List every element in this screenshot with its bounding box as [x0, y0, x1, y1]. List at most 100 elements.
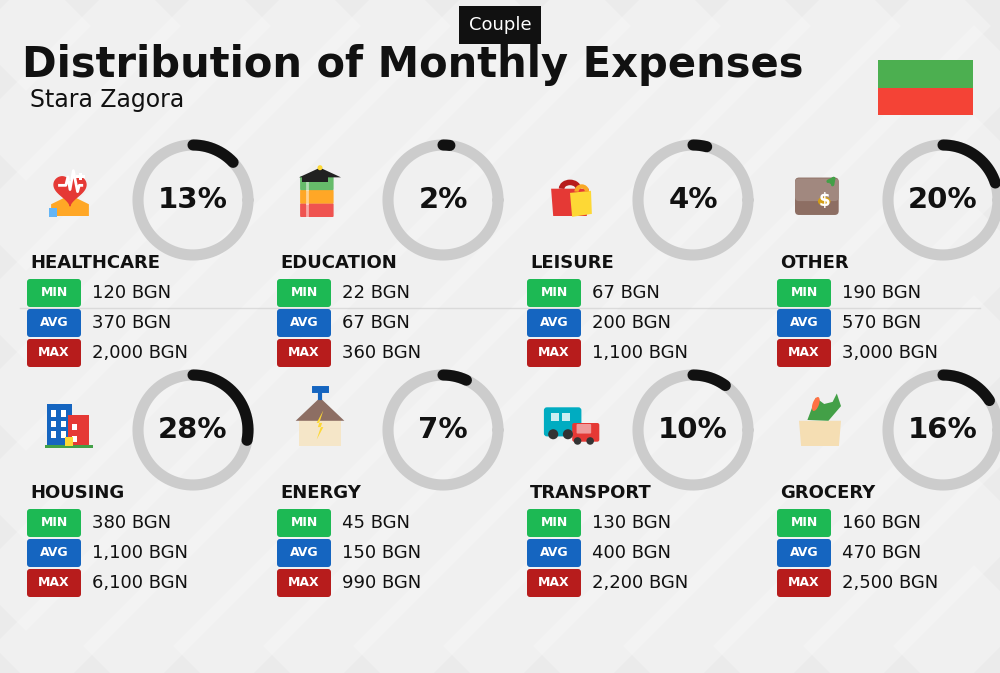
FancyBboxPatch shape [27, 279, 81, 307]
FancyBboxPatch shape [572, 423, 599, 441]
Bar [72, 424, 77, 430]
Text: 2%: 2% [418, 186, 468, 214]
Text: MIN: MIN [790, 516, 818, 530]
Text: HEALTHCARE: HEALTHCARE [30, 254, 160, 272]
Text: MIN: MIN [290, 516, 318, 530]
Text: 190 BGN: 190 BGN [842, 284, 921, 302]
Text: 570 BGN: 570 BGN [842, 314, 921, 332]
FancyBboxPatch shape [527, 539, 581, 567]
Text: 28%: 28% [158, 416, 228, 444]
FancyBboxPatch shape [300, 176, 334, 190]
Polygon shape [317, 411, 323, 439]
Bar [45, 445, 93, 448]
Text: AVG: AVG [40, 316, 68, 330]
Text: HOUSING: HOUSING [30, 484, 124, 502]
Text: MAX: MAX [538, 577, 570, 590]
FancyBboxPatch shape [777, 339, 831, 367]
Polygon shape [299, 168, 341, 178]
Bar [551, 413, 559, 421]
Text: MIN: MIN [40, 516, 68, 530]
Polygon shape [807, 394, 841, 421]
Text: MIN: MIN [540, 516, 568, 530]
Text: 120 BGN: 120 BGN [92, 284, 171, 302]
Text: MAX: MAX [38, 347, 70, 359]
Text: 1,100 BGN: 1,100 BGN [92, 544, 188, 562]
Bar [51, 421, 56, 427]
Ellipse shape [818, 197, 830, 206]
Text: AVG: AVG [290, 546, 318, 559]
FancyBboxPatch shape [795, 178, 839, 201]
Text: MAX: MAX [38, 577, 70, 590]
Text: MAX: MAX [288, 577, 320, 590]
Text: 67 BGN: 67 BGN [342, 314, 410, 332]
Bar [47, 404, 72, 446]
FancyBboxPatch shape [795, 178, 839, 215]
Bar [49, 207, 57, 217]
FancyBboxPatch shape [27, 539, 81, 567]
Text: Distribution of Monthly Expenses: Distribution of Monthly Expenses [22, 44, 804, 86]
Text: 400 BGN: 400 BGN [592, 544, 671, 562]
Polygon shape [299, 402, 341, 446]
Polygon shape [51, 195, 89, 216]
Polygon shape [296, 398, 344, 421]
Polygon shape [570, 191, 592, 217]
Bar [76, 175, 85, 178]
Text: AVG: AVG [290, 316, 318, 330]
FancyBboxPatch shape [300, 190, 334, 203]
Ellipse shape [812, 397, 820, 411]
Circle shape [586, 437, 594, 445]
FancyBboxPatch shape [27, 339, 81, 367]
FancyBboxPatch shape [527, 309, 581, 337]
Bar [562, 413, 570, 421]
FancyBboxPatch shape [577, 424, 591, 433]
Text: 13%: 13% [158, 186, 228, 214]
Text: 2,000 BGN: 2,000 BGN [92, 344, 188, 362]
Text: 1,100 BGN: 1,100 BGN [592, 344, 688, 362]
Text: EDUCATION: EDUCATION [280, 254, 397, 272]
FancyBboxPatch shape [277, 279, 331, 307]
Text: 3,000 BGN: 3,000 BGN [842, 344, 938, 362]
Bar [68, 415, 89, 446]
Text: MIN: MIN [290, 287, 318, 299]
Text: AVG: AVG [540, 546, 568, 559]
Text: AVG: AVG [540, 316, 568, 330]
Text: MIN: MIN [40, 287, 68, 299]
Text: AVG: AVG [790, 546, 818, 559]
FancyBboxPatch shape [777, 539, 831, 567]
Text: 20%: 20% [908, 186, 978, 214]
Text: 7%: 7% [418, 416, 468, 444]
Bar [878, 60, 973, 87]
FancyBboxPatch shape [27, 309, 81, 337]
Text: 470 BGN: 470 BGN [842, 544, 921, 562]
Text: $: $ [818, 192, 830, 210]
FancyBboxPatch shape [277, 569, 331, 597]
Text: ENERGY: ENERGY [280, 484, 361, 502]
Text: OTHER: OTHER [780, 254, 849, 272]
Text: GROCERY: GROCERY [780, 484, 875, 502]
Text: 10%: 10% [658, 416, 728, 444]
Text: MAX: MAX [538, 347, 570, 359]
Bar [51, 431, 56, 437]
Text: 990 BGN: 990 BGN [342, 574, 421, 592]
Text: LEISURE: LEISURE [530, 254, 614, 272]
Circle shape [574, 437, 581, 445]
FancyBboxPatch shape [544, 407, 581, 436]
FancyBboxPatch shape [277, 539, 331, 567]
Text: 160 BGN: 160 BGN [842, 514, 921, 532]
Circle shape [548, 429, 558, 439]
Bar [61, 431, 66, 437]
Bar [302, 178, 328, 182]
Text: 150 BGN: 150 BGN [342, 544, 421, 562]
Polygon shape [551, 188, 589, 216]
Bar [79, 173, 82, 180]
FancyBboxPatch shape [777, 509, 831, 537]
Bar [72, 435, 77, 441]
Text: 130 BGN: 130 BGN [592, 514, 671, 532]
FancyBboxPatch shape [27, 509, 81, 537]
FancyBboxPatch shape [777, 309, 831, 337]
Text: 22 BGN: 22 BGN [342, 284, 410, 302]
Circle shape [317, 165, 323, 170]
FancyBboxPatch shape [527, 279, 581, 307]
FancyBboxPatch shape [777, 569, 831, 597]
Circle shape [563, 429, 573, 439]
